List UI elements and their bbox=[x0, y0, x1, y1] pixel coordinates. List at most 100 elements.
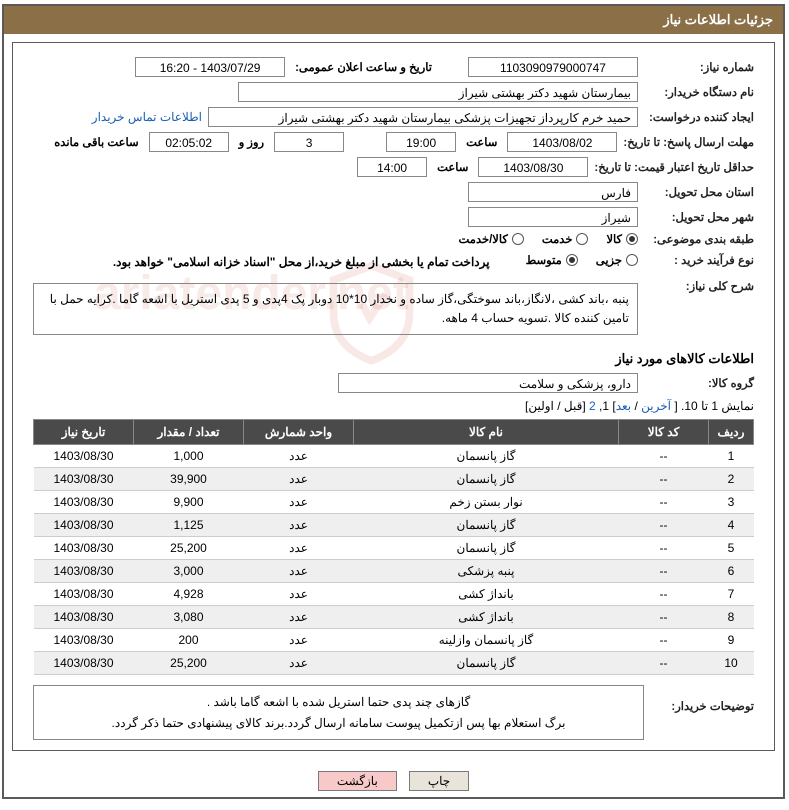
table-cell: -- bbox=[619, 537, 709, 560]
radio-icon bbox=[512, 233, 524, 245]
table-cell: پنبه پزشکی bbox=[354, 560, 619, 583]
radio-minor[interactable]: جزیی bbox=[596, 253, 638, 267]
table-header: واحد شمارش bbox=[244, 420, 354, 445]
pager-last-link[interactable]: آخرین bbox=[641, 399, 671, 413]
table-header: ردیف bbox=[709, 420, 754, 445]
table-cell: عدد bbox=[244, 606, 354, 629]
purchase-type-label: نوع فرآیند خرید : bbox=[644, 253, 754, 267]
remain-label: ساعت باقی مانده bbox=[54, 135, 138, 149]
table-cell: 4,928 bbox=[134, 583, 244, 606]
buyer-contact-link[interactable]: اطلاعات تماس خریدار bbox=[92, 110, 202, 124]
table-cell: 1403/08/30 bbox=[34, 560, 134, 583]
table-row: 3--نوار بستن زخمعدد9,9001403/08/30 bbox=[34, 491, 754, 514]
table-cell: عدد bbox=[244, 560, 354, 583]
table-cell: 1403/08/30 bbox=[34, 583, 134, 606]
table-cell: 25,200 bbox=[134, 652, 244, 675]
overall-desc-box: پنبه ،باند کشی ،لانگاز،باند سوختگی،گاز س… bbox=[33, 283, 638, 335]
table-cell: -- bbox=[619, 652, 709, 675]
table-pager: نمایش 1 تا 10. [ آخرین / بعد] 1, 2 [قبل … bbox=[33, 399, 754, 413]
requester-label: ایجاد کننده درخواست: bbox=[644, 110, 754, 124]
radio-medium[interactable]: متوسط bbox=[526, 253, 578, 267]
remain-time-field: 02:05:02 bbox=[149, 132, 229, 152]
table-cell: 5 bbox=[709, 537, 754, 560]
table-cell: گاز پانسمان bbox=[354, 514, 619, 537]
announce-label: تاریخ و ساعت اعلان عمومی: bbox=[295, 60, 432, 74]
table-cell: 1,125 bbox=[134, 514, 244, 537]
table-cell: 200 bbox=[134, 629, 244, 652]
table-cell: عدد bbox=[244, 514, 354, 537]
table-header: تاریخ نیاز bbox=[34, 420, 134, 445]
table-cell: 1403/08/30 bbox=[34, 652, 134, 675]
announce-field: 1403/07/29 - 16:20 bbox=[135, 57, 285, 77]
table-cell: بانداژ کشی bbox=[354, 583, 619, 606]
table-cell: عدد bbox=[244, 583, 354, 606]
table-cell: عدد bbox=[244, 445, 354, 468]
back-button[interactable]: بازگشت bbox=[318, 771, 397, 791]
table-cell: -- bbox=[619, 629, 709, 652]
table-row: 6--پنبه پزشکیعدد3,0001403/08/30 bbox=[34, 560, 754, 583]
table-cell: گاز پانسمان bbox=[354, 468, 619, 491]
hour-label-2: ساعت bbox=[437, 160, 468, 174]
table-cell: 9 bbox=[709, 629, 754, 652]
radio-icon bbox=[576, 233, 588, 245]
table-row: 10--گاز پانسمانعدد25,2001403/08/30 bbox=[34, 652, 754, 675]
deadline-send-hour: 19:00 bbox=[386, 132, 456, 152]
pager-page2-link[interactable]: 2 bbox=[589, 399, 596, 413]
price-validity-label: حداقل تاریخ اعتبار قیمت: تا تاریخ: bbox=[594, 160, 754, 174]
table-cell: 10 bbox=[709, 652, 754, 675]
table-cell: -- bbox=[619, 445, 709, 468]
buyer-notes-line1: گازهای چند پدی حتما استریل شده با اشعه گ… bbox=[44, 692, 633, 712]
table-cell: 1,000 bbox=[134, 445, 244, 468]
radio-goods[interactable]: کالا bbox=[606, 232, 638, 246]
table-cell: گاز پانسمان bbox=[354, 445, 619, 468]
table-cell: بانداژ کشی bbox=[354, 606, 619, 629]
table-cell: عدد bbox=[244, 468, 354, 491]
table-cell: 3,000 bbox=[134, 560, 244, 583]
city-label: شهر محل تحویل: bbox=[644, 210, 754, 224]
table-cell: 8 bbox=[709, 606, 754, 629]
radio-goods-service[interactable]: کالا/خدمت bbox=[459, 232, 524, 246]
radio-icon bbox=[626, 233, 638, 245]
table-cell: 1403/08/30 bbox=[34, 537, 134, 560]
need-number-field: 1103090979000747 bbox=[468, 57, 638, 77]
table-cell: 1 bbox=[709, 445, 754, 468]
province-field: فارس bbox=[468, 182, 638, 202]
overall-desc-label: شرح کلی نیاز: bbox=[644, 279, 754, 293]
main-frame: ariatender.net جزئیات اطلاعات نیاز شماره… bbox=[2, 4, 785, 799]
buyer-org-label: نام دستگاه خریدار: bbox=[644, 85, 754, 99]
pager-next-link[interactable]: بعد bbox=[616, 399, 631, 413]
table-cell: 4 bbox=[709, 514, 754, 537]
table-cell: گاز پانسمان وازلینه bbox=[354, 629, 619, 652]
radio-service[interactable]: خدمت bbox=[542, 232, 589, 246]
table-cell: 6 bbox=[709, 560, 754, 583]
table-cell: 1403/08/30 bbox=[34, 629, 134, 652]
table-cell: گاز پانسمان bbox=[354, 652, 619, 675]
table-cell: -- bbox=[619, 583, 709, 606]
table-cell: عدد bbox=[244, 629, 354, 652]
items-table: ردیفکد کالانام کالاواحد شمارشتعداد / مقد… bbox=[33, 419, 754, 675]
table-cell: 1403/08/30 bbox=[34, 468, 134, 491]
page-title-bar: جزئیات اطلاعات نیاز bbox=[4, 6, 783, 34]
category-label: طبقه بندی موضوعی: bbox=[644, 232, 754, 246]
table-cell: -- bbox=[619, 560, 709, 583]
payment-note: پرداخت تمام یا بخشی از مبلغ خرید،از محل … bbox=[113, 255, 490, 269]
table-header: کد کالا bbox=[619, 420, 709, 445]
buyer-org-field: بیمارستان شهید دکتر بهشتی شیراز bbox=[238, 82, 638, 102]
purchase-type-radios: جزیی متوسط bbox=[526, 253, 638, 267]
table-cell: 1403/08/30 bbox=[34, 445, 134, 468]
requester-field: حمید خرم کارپرداز تجهیزات پزشکی بیمارستا… bbox=[208, 107, 638, 127]
items-section-title: اطلاعات کالاهای مورد نیاز bbox=[33, 351, 754, 367]
table-cell: عدد bbox=[244, 537, 354, 560]
table-cell: 1403/08/30 bbox=[34, 491, 134, 514]
days-field: 3 bbox=[274, 132, 344, 152]
form-area: شماره نیاز: 1103090979000747 تاریخ و ساع… bbox=[33, 57, 754, 269]
deadline-send-date: 1403/08/02 bbox=[507, 132, 617, 152]
content-panel: شماره نیاز: 1103090979000747 تاریخ و ساع… bbox=[12, 42, 775, 751]
print-button[interactable]: چاپ bbox=[409, 771, 469, 791]
table-cell: عدد bbox=[244, 491, 354, 514]
table-cell: 7 bbox=[709, 583, 754, 606]
hour-label-1: ساعت bbox=[466, 135, 497, 149]
price-validity-hour: 14:00 bbox=[357, 157, 427, 177]
table-cell: -- bbox=[619, 606, 709, 629]
table-row: 5--گاز پانسمانعدد25,2001403/08/30 bbox=[34, 537, 754, 560]
